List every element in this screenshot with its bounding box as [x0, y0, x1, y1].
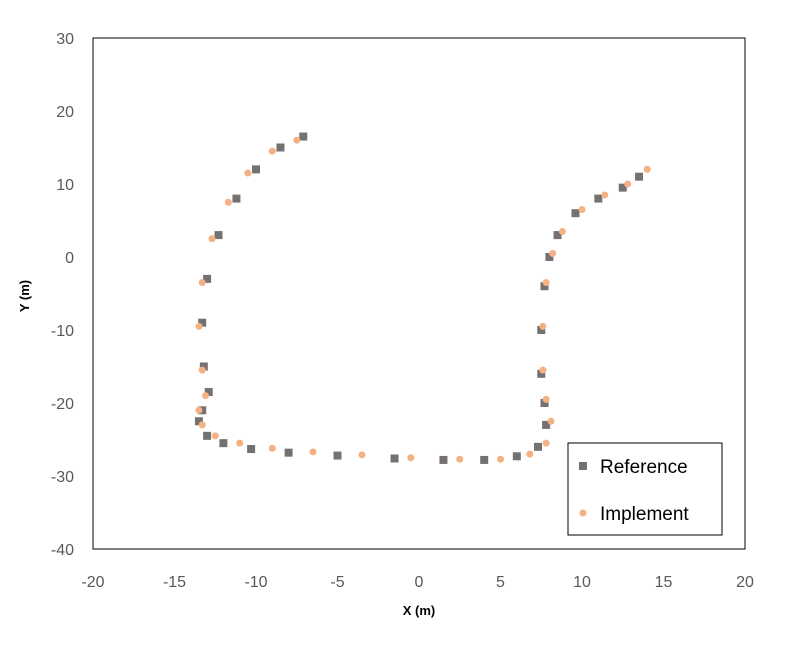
reference-point: [284, 448, 293, 457]
reference-point: [203, 274, 212, 283]
reference-point: [299, 132, 308, 141]
reference-point: [198, 318, 207, 327]
x-axis-title: X (m): [403, 603, 436, 618]
implement-point: [268, 147, 276, 155]
legend-reference-marker: [579, 462, 587, 470]
implement-point: [208, 235, 216, 243]
y-tick-label: -10: [51, 323, 74, 340]
reference-point: [390, 454, 399, 463]
x-tick-label: -20: [81, 574, 104, 591]
reference-point: [480, 455, 489, 464]
reference-point: [571, 209, 580, 218]
y-tick-label: 10: [56, 177, 74, 194]
implement-point: [309, 448, 317, 456]
implement-point: [195, 406, 203, 414]
x-tick-label: -15: [163, 574, 186, 591]
x-tick-labels: -20 -15 -10 -5 0 5 10 15 20: [81, 574, 754, 591]
reference-point: [333, 451, 342, 460]
implement-point: [211, 432, 219, 440]
reference-point: [219, 439, 228, 448]
implement-point: [643, 165, 651, 173]
reference-point: [635, 172, 644, 181]
reference-point: [194, 417, 203, 426]
y-tick-label: -30: [51, 469, 74, 486]
implement-point: [539, 322, 547, 330]
reference-point: [252, 165, 260, 174]
reference-point: [276, 143, 285, 152]
legend-reference-label: Reference: [600, 457, 688, 478]
implement-point: [456, 455, 464, 463]
reference-point: [537, 369, 546, 378]
legend-implement-label: Implement: [600, 504, 689, 525]
implement-point: [358, 451, 366, 459]
reference-point: [204, 388, 213, 397]
legend-implement-marker: [579, 509, 587, 517]
implement-point: [198, 421, 206, 429]
implement-series: [195, 136, 651, 463]
y-tick-label: -40: [51, 542, 74, 559]
implement-point: [198, 279, 206, 287]
implement-point: [542, 439, 550, 447]
implement-point: [549, 249, 557, 257]
y-axis-title: Y (m): [17, 280, 32, 312]
x-tick-label: 10: [573, 574, 591, 591]
y-tick-label: -20: [51, 396, 74, 413]
implement-point: [558, 227, 566, 235]
x-tick-label: 15: [655, 574, 673, 591]
plot-area: [92, 37, 746, 550]
x-tick-label: 20: [736, 574, 754, 591]
reference-point: [553, 231, 562, 240]
implement-point: [539, 366, 547, 374]
reference-point: [232, 194, 241, 203]
y-tick-label: 20: [56, 104, 74, 121]
implement-point: [293, 136, 301, 144]
implement-point: [198, 366, 206, 374]
reference-point: [618, 183, 627, 192]
reference-point: [540, 282, 549, 291]
implement-point: [542, 395, 550, 403]
x-tick-label: 5: [496, 574, 505, 591]
implement-point: [578, 206, 586, 214]
reference-point: [214, 231, 223, 240]
legend-box: [567, 442, 723, 536]
reference-point: [545, 253, 554, 261]
reference-point: [203, 431, 212, 440]
x-tick-label: -5: [330, 574, 344, 591]
implement-point: [542, 279, 550, 287]
implement-point: [547, 417, 555, 425]
implement-point: [601, 191, 609, 199]
implement-point: [526, 450, 534, 458]
implement-point: [236, 439, 244, 447]
reference-point: [512, 452, 521, 461]
reference-point: [439, 455, 448, 464]
reference-point: [533, 442, 542, 451]
reference-point: [542, 420, 551, 429]
implement-point: [201, 392, 209, 400]
y-tick-labels: -40 -30 -20 -10 0 10 20 30: [51, 31, 74, 559]
x-tick-label: -10: [244, 574, 267, 591]
implement-point: [268, 444, 276, 452]
reference-point: [540, 399, 549, 407]
implement-point: [497, 455, 504, 463]
y-tick-label: 30: [56, 31, 74, 48]
x-tick-label: 0: [415, 574, 424, 591]
implement-point: [244, 169, 252, 177]
implement-point: [224, 198, 232, 206]
reference-point: [537, 326, 546, 334]
implement-point: [407, 454, 415, 462]
y-tick-label: 0: [65, 250, 74, 267]
reference-point: [594, 194, 603, 203]
reference-point: [247, 444, 256, 453]
reference-point: [199, 362, 208, 371]
implement-point: [195, 322, 203, 330]
legend: Reference Implement: [567, 442, 723, 536]
implement-point: [624, 180, 632, 188]
